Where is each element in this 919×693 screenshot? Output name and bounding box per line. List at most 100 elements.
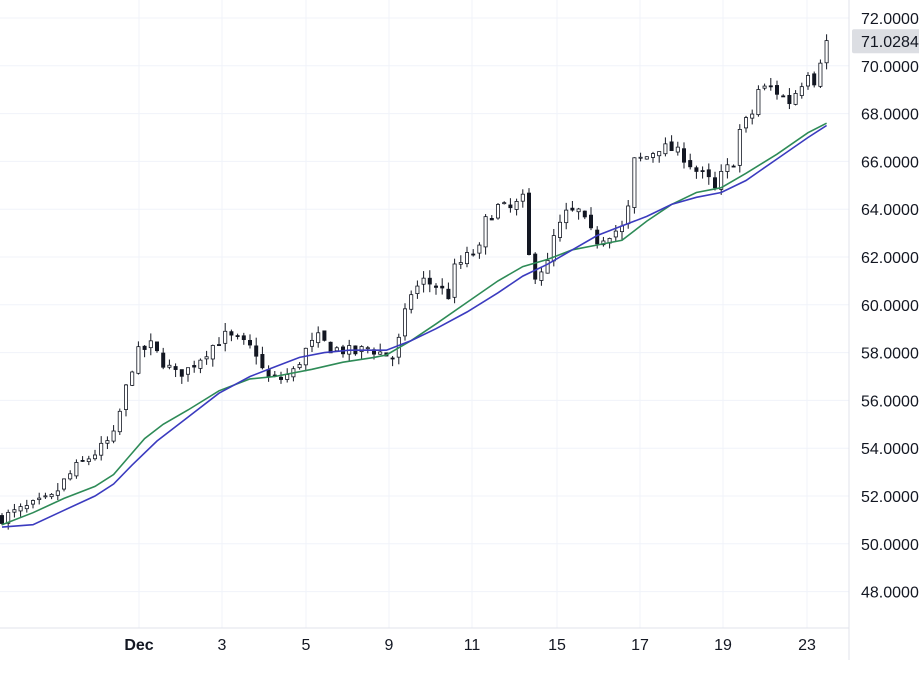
candle-body <box>477 244 482 254</box>
candle-body <box>750 113 755 119</box>
time-tick-label: 15 <box>548 637 566 654</box>
candle-body <box>818 62 823 87</box>
candle-body <box>799 86 804 96</box>
candle-body <box>638 156 643 159</box>
candle-body <box>402 308 407 337</box>
candle-body <box>427 277 432 285</box>
candle-body <box>74 462 79 477</box>
candle-body <box>12 509 17 513</box>
candle-body <box>812 73 817 86</box>
candle-body <box>694 167 699 172</box>
candle-body <box>489 218 494 221</box>
candle-body <box>173 366 178 370</box>
price-tick-label: 58.0000 <box>861 346 919 363</box>
price-tick-label: 52.0000 <box>861 489 919 506</box>
candle-body <box>241 335 246 341</box>
candle-body <box>86 458 91 463</box>
candle-body <box>508 204 513 209</box>
price-tick-label: 48.0000 <box>861 585 919 602</box>
candle-body <box>105 440 110 444</box>
candle-body <box>626 205 631 225</box>
candle-body <box>390 357 395 360</box>
candle-body <box>781 95 786 98</box>
candle-body <box>756 89 761 116</box>
candle-body <box>644 156 649 160</box>
candle-body <box>787 94 792 105</box>
candle-body <box>198 359 203 369</box>
grid-lines <box>0 0 849 628</box>
candle-body <box>700 170 705 172</box>
moving-average-lines <box>1 122 828 528</box>
candle-body <box>421 277 426 285</box>
candle-body <box>483 216 488 248</box>
candle-body <box>558 221 563 238</box>
moving-average-blue-line <box>1 124 828 528</box>
candle-body <box>247 339 252 346</box>
time-tick-label: 23 <box>798 637 816 654</box>
candle-body <box>179 369 184 377</box>
candle-body <box>725 164 730 172</box>
candle-body <box>130 371 135 386</box>
candle-body <box>117 410 122 433</box>
time-tick-label: 5 <box>302 637 311 654</box>
candle-body <box>229 331 234 336</box>
candle-body <box>409 294 414 310</box>
time-tick-label: 3 <box>218 637 227 654</box>
candle-body <box>651 153 656 158</box>
last-price-label: 71.0284 <box>861 34 919 51</box>
candle-body <box>495 204 500 219</box>
time-tick-label: 19 <box>714 637 732 654</box>
price-tick-label: 60.0000 <box>861 298 919 315</box>
candle-body <box>589 214 594 229</box>
candle-body <box>260 354 265 369</box>
candle-body <box>737 129 742 166</box>
time-tick-label: Dec <box>124 637 153 654</box>
candle-body <box>68 473 73 480</box>
price-tick-label: 70.0000 <box>861 59 919 76</box>
candle-body <box>713 177 718 189</box>
price-axis[interactable]: 48.0000 50.0000 52.0000 54.0000 56.0000 58.00… <box>861 11 919 602</box>
candle-body <box>806 75 811 87</box>
candle-body <box>706 169 711 178</box>
candle-body <box>80 460 85 462</box>
price-tick-label: 72.0000 <box>861 11 919 28</box>
candle-body <box>533 253 538 280</box>
candle-body <box>24 505 29 510</box>
candle-body <box>124 384 129 410</box>
price-tick-label: 66.0000 <box>861 154 919 171</box>
candle-body <box>93 454 98 460</box>
candle-body <box>266 369 271 378</box>
candle-body <box>223 330 228 344</box>
candle-body <box>514 201 519 210</box>
price-tick-label: 56.0000 <box>861 393 919 410</box>
candle-body <box>762 85 767 89</box>
candle-body <box>613 230 618 238</box>
candle-body <box>520 193 525 202</box>
time-tick-label: 9 <box>385 637 394 654</box>
time-axis[interactable]: Dec 3 5 9 11 15 17 19 23 <box>124 637 816 654</box>
candle-body <box>564 209 569 224</box>
candle-body <box>278 376 283 380</box>
candle-body <box>768 85 773 88</box>
candle-body <box>235 335 240 337</box>
candle-body <box>99 442 104 456</box>
time-tick-label: 17 <box>631 637 649 654</box>
candle-body <box>446 288 451 300</box>
candle-body <box>657 151 662 157</box>
candle-body <box>793 93 798 105</box>
candle-body <box>669 141 674 152</box>
candle-body <box>359 346 364 352</box>
candle-body <box>148 340 153 349</box>
candle-body <box>334 347 339 352</box>
candle-body <box>49 493 54 498</box>
candle-body <box>527 192 532 255</box>
price-tick-label: 64.0000 <box>861 202 919 219</box>
candle-body <box>297 364 302 369</box>
candle-body <box>316 332 321 344</box>
candle-body <box>824 40 829 64</box>
candle-body <box>142 345 147 350</box>
price-tick-label: 62.0000 <box>861 250 919 267</box>
candle-body <box>719 170 724 190</box>
candle-body <box>682 148 687 163</box>
